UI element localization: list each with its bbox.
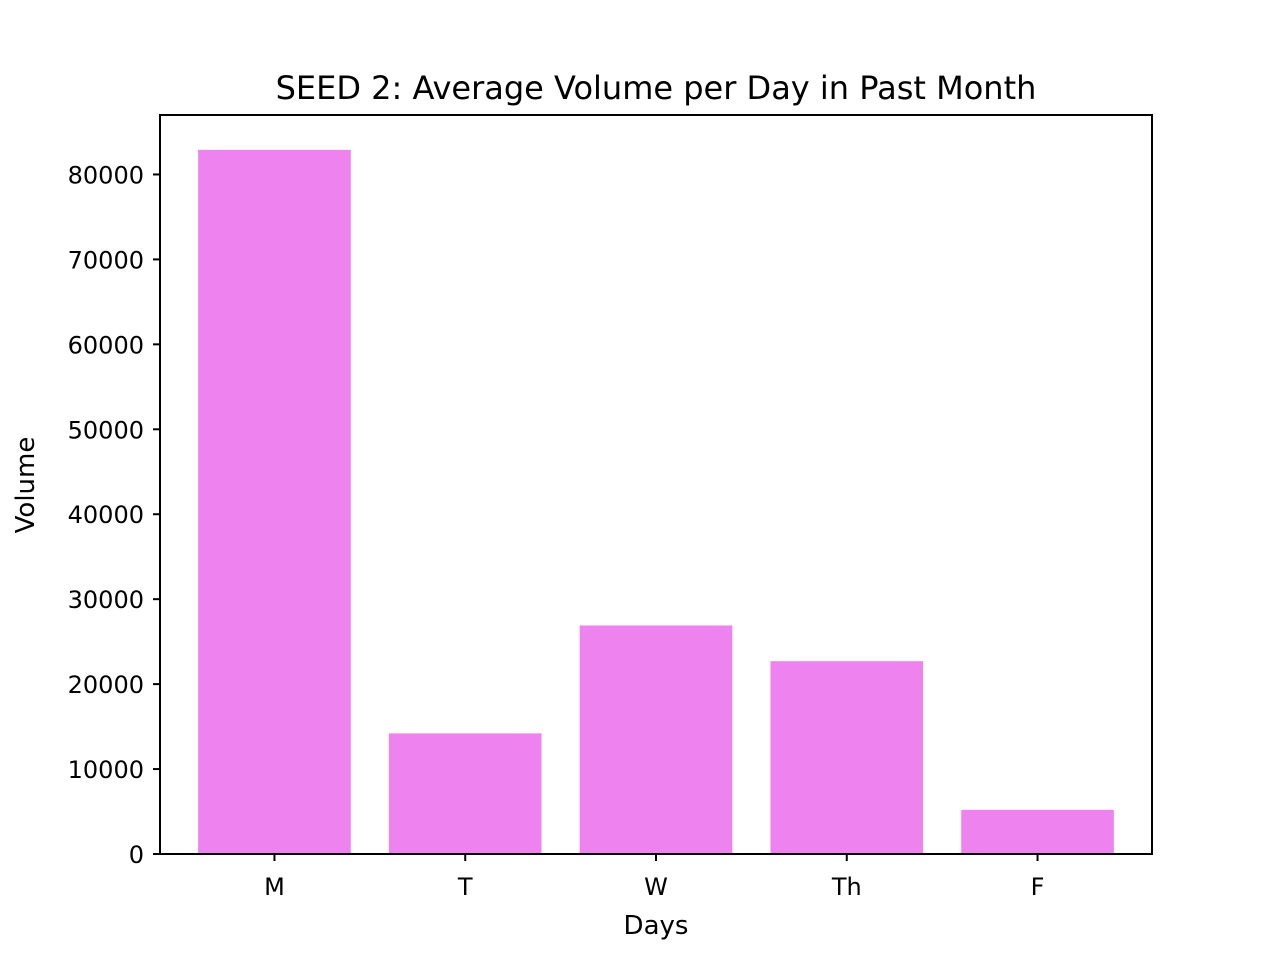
- chart-title: SEED 2: Average Volume per Day in Past M…: [276, 69, 1037, 107]
- bars-group: [198, 149, 1114, 855]
- x-axis-label: Days: [624, 911, 689, 941]
- bar-m: [198, 149, 351, 855]
- y-tick-label: 20000: [68, 671, 144, 699]
- x-axis-ticks: M T W Th F: [264, 854, 1044, 901]
- x-tick-label: W: [644, 873, 668, 901]
- y-axis-label: Volume: [11, 437, 41, 534]
- y-tick-label: 80000: [68, 161, 144, 189]
- x-tick-label: T: [457, 873, 473, 901]
- y-tick-label: 50000: [68, 416, 144, 444]
- y-tick-label: 30000: [68, 586, 144, 614]
- bar-w: [579, 625, 733, 854]
- bar-t: [388, 733, 542, 854]
- bar-f: [961, 809, 1114, 854]
- y-axis-ticks: 0 10000 20000 30000 40000 50000 60000 70000 8000…: [68, 161, 160, 869]
- plot-area-frame: [159, 114, 1153, 855]
- y-tick-label: 70000: [68, 246, 144, 274]
- bar-th: [770, 661, 924, 854]
- y-tick-label: 0: [129, 841, 144, 869]
- x-tick-label: F: [1031, 873, 1045, 901]
- x-tick-label: M: [264, 873, 285, 901]
- x-tick-label: Th: [831, 873, 862, 901]
- y-tick-label: 40000: [68, 501, 144, 529]
- y-tick-label: 10000: [68, 756, 144, 784]
- y-tick-label: 60000: [68, 331, 144, 359]
